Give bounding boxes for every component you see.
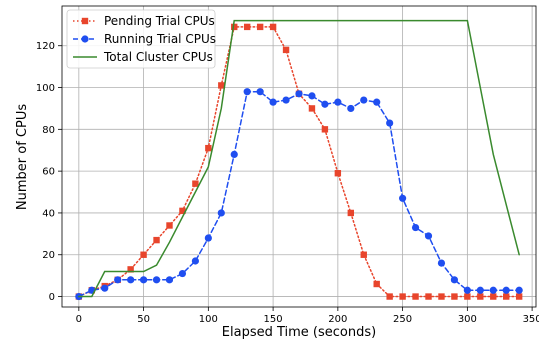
data-point-circle xyxy=(411,223,420,232)
y-tick-label: 100 xyxy=(36,83,55,94)
x-axis-label: Elapsed Time (seconds) xyxy=(222,325,376,340)
legend: Pending Trial CPUs Running Trial CPUs Tota… xyxy=(66,9,216,69)
data-point-square xyxy=(373,280,380,288)
data-point-circle xyxy=(139,276,148,284)
data-point-circle xyxy=(450,276,459,284)
x-tick-label: 50 xyxy=(137,314,150,325)
data-point-square xyxy=(127,266,134,273)
data-point-square xyxy=(231,23,238,31)
x-tick-label: 250 xyxy=(393,314,412,325)
data-point-circle xyxy=(256,88,264,96)
data-point-circle xyxy=(243,88,251,96)
y-tick-label: 20 xyxy=(42,250,55,261)
data-point-square xyxy=(412,293,419,300)
x-tick-label: 150 xyxy=(264,314,283,325)
data-point-circle xyxy=(178,269,187,278)
data-point-square xyxy=(464,293,471,300)
data-point-circle xyxy=(373,98,381,106)
data-point-circle xyxy=(334,98,342,106)
legend-box xyxy=(66,9,216,69)
data-point-square xyxy=(347,209,355,217)
y-tick-label: 60 xyxy=(42,167,55,178)
data-point-square xyxy=(140,251,147,258)
data-point-circle xyxy=(204,234,212,242)
data-point-circle xyxy=(217,209,225,217)
data-point-square xyxy=(205,144,212,152)
data-point-square xyxy=(490,293,497,300)
data-point-square xyxy=(515,293,523,300)
legend-label: Total Cluster CPUs xyxy=(103,50,213,64)
x-tick-label: 0 xyxy=(76,314,82,325)
data-point-square xyxy=(321,126,329,133)
data-point-circle xyxy=(386,119,394,127)
data-point-circle xyxy=(476,286,484,294)
y-axis-label: Number of CPUs xyxy=(15,104,30,210)
data-point-square xyxy=(218,82,225,89)
data-point-circle xyxy=(152,276,161,284)
data-point-square xyxy=(256,23,264,31)
series-total-cluster-cpus xyxy=(78,19,520,298)
data-point-circle xyxy=(321,100,329,108)
legend-label: Running Trial CPUs xyxy=(104,32,216,46)
x-tick-label: 200 xyxy=(328,314,347,325)
data-point-square xyxy=(386,293,393,300)
data-point-circle xyxy=(269,98,277,106)
data-point-square xyxy=(334,170,342,177)
data-point-circle xyxy=(114,276,122,284)
data-point-circle xyxy=(502,286,510,294)
data-point-square xyxy=(269,23,277,31)
data-point-circle xyxy=(165,276,174,284)
data-point-circle xyxy=(282,96,290,104)
y-tick-label: 120 xyxy=(36,41,55,52)
data-point-circle xyxy=(399,194,407,202)
data-point-square xyxy=(438,293,445,300)
x-tick-label: 350 xyxy=(523,314,539,325)
legend-label: Pending Trial CPUs xyxy=(104,14,215,28)
data-point-square xyxy=(308,105,316,112)
data-point-circle xyxy=(127,276,135,284)
data-point-square xyxy=(192,180,199,187)
data-point-circle xyxy=(191,257,199,265)
data-point-square xyxy=(179,207,186,215)
legend-marker-circle xyxy=(81,35,89,43)
x-tick-label: 100 xyxy=(199,314,218,325)
data-point-circle xyxy=(437,259,446,267)
series-layer xyxy=(75,19,523,301)
data-point-circle xyxy=(489,286,497,294)
x-tick-label: 300 xyxy=(458,314,477,325)
data-point-square xyxy=(399,293,406,300)
data-point-circle xyxy=(424,232,433,240)
legend-marker-square xyxy=(81,17,89,25)
plot-frame xyxy=(61,5,537,308)
data-point-square xyxy=(503,293,510,300)
data-point-square xyxy=(360,251,367,258)
data-point-circle xyxy=(295,90,303,98)
data-point-square xyxy=(166,222,173,229)
series-line xyxy=(78,19,520,298)
y-tick-label: 80 xyxy=(42,125,55,136)
data-point-square xyxy=(425,293,432,300)
axis-ticks: 0 50 100 150 200 250 300 350 0 20 40 60 80 100 120 xyxy=(36,41,539,325)
data-point-square xyxy=(477,293,484,300)
data-point-square xyxy=(243,23,251,31)
data-point-square xyxy=(153,236,160,244)
data-point-circle xyxy=(308,92,316,100)
data-point-circle xyxy=(463,286,471,294)
data-point-circle xyxy=(230,150,238,159)
data-point-circle xyxy=(101,284,109,292)
series-pending-trial-cpus xyxy=(75,23,523,300)
data-point-circle xyxy=(515,286,523,294)
data-point-square xyxy=(282,46,290,54)
data-point-circle xyxy=(347,104,355,113)
data-point-circle xyxy=(360,96,368,104)
y-tick-label: 40 xyxy=(42,208,55,219)
series-running-trial-cpus xyxy=(75,88,523,301)
data-point-square xyxy=(451,293,458,300)
y-tick-label: 0 xyxy=(49,292,55,303)
